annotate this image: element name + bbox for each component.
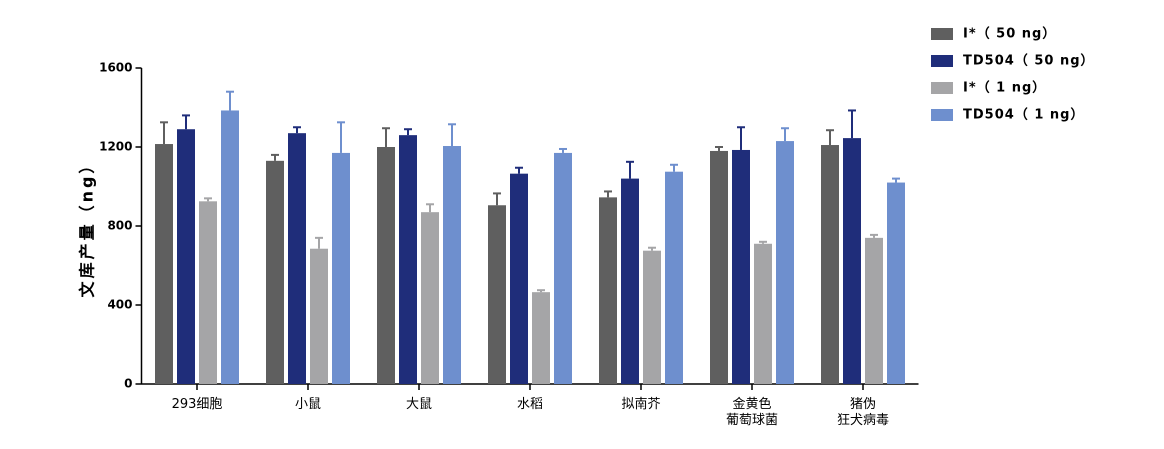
legend-label: I*（ 1 ng） — [963, 80, 1046, 96]
x-tick-label: 水稻 — [517, 397, 543, 412]
legend-swatch — [931, 28, 953, 40]
y-tick-label: 400 — [107, 298, 132, 312]
error-bar — [737, 126, 745, 150]
error-bar — [160, 121, 168, 145]
y-tick-label: 1600 — [99, 61, 132, 75]
error-bar — [426, 203, 434, 213]
x-tick-label: 293细胞 — [172, 397, 223, 412]
bar — [554, 152, 572, 384]
y-tick-label: 1200 — [99, 140, 132, 154]
bar — [155, 144, 173, 384]
error-bar — [271, 153, 279, 161]
error-bar — [781, 127, 789, 142]
error-bar — [293, 126, 301, 134]
error-bar — [537, 289, 545, 293]
error-bar — [515, 166, 523, 174]
x-tick-label: 拟南芥 — [621, 396, 660, 412]
legend-label: TD504（ 1 ng） — [963, 107, 1084, 123]
legend-label: I*（ 50 ng） — [963, 26, 1056, 42]
error-bar — [559, 147, 567, 153]
bar — [843, 138, 861, 384]
error-bar — [226, 90, 234, 111]
bar — [599, 197, 617, 384]
bar — [377, 147, 395, 384]
error-bar — [715, 146, 723, 151]
bar — [443, 146, 461, 384]
legend-label: TD504（ 50 ng） — [963, 53, 1095, 69]
bar — [510, 173, 528, 384]
legend-swatch — [931, 82, 953, 94]
bar — [221, 110, 239, 385]
error-bar — [648, 246, 656, 251]
error-bar — [448, 123, 456, 147]
error-bar — [626, 160, 634, 179]
x-tick-label: 金黄色葡萄球菌 — [726, 396, 778, 428]
bar — [310, 248, 328, 384]
error-bar — [604, 190, 612, 198]
bar — [399, 135, 417, 384]
bar — [199, 201, 217, 384]
bar — [776, 141, 794, 384]
bar — [710, 150, 728, 384]
bar — [288, 133, 306, 384]
bar — [754, 243, 772, 384]
x-tick-label: 小鼠 — [295, 397, 321, 412]
error-bar — [870, 233, 878, 238]
bar — [532, 292, 550, 384]
legend-swatch — [931, 109, 953, 121]
legend-swatch — [931, 55, 953, 67]
error-bar — [315, 236, 323, 249]
bar — [643, 250, 661, 384]
bar — [621, 178, 639, 384]
error-bar — [493, 192, 501, 206]
bar — [177, 129, 195, 384]
error-bar — [204, 197, 212, 202]
bar — [865, 237, 883, 384]
error-bar — [337, 121, 345, 153]
error-bar — [848, 109, 856, 139]
error-bar — [382, 127, 390, 147]
error-bar — [826, 129, 834, 146]
bar — [665, 171, 683, 384]
x-tick-label: 大鼠 — [406, 397, 432, 412]
bar — [266, 160, 284, 384]
bar — [488, 205, 506, 384]
error-bar — [892, 177, 900, 183]
error-bar — [182, 114, 190, 130]
y-tick-label: 800 — [107, 219, 132, 233]
bar — [421, 212, 439, 384]
bar — [821, 145, 839, 384]
error-bar — [759, 240, 767, 244]
bar — [332, 152, 350, 384]
error-bar — [670, 163, 678, 172]
y-tick-label: 0 — [124, 377, 132, 391]
y-axis-label: 文库产量（ng） — [78, 155, 97, 298]
error-bar — [404, 128, 412, 136]
bar — [887, 182, 905, 384]
x-tick-label: 猪伪狂犬病毒 — [837, 397, 889, 428]
bar — [732, 149, 750, 384]
